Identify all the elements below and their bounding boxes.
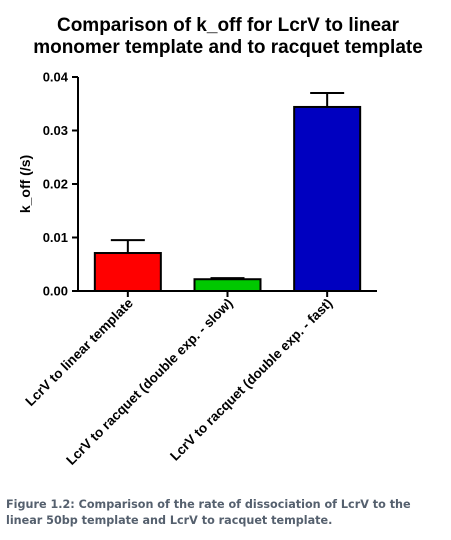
y-tick-label-0: 0.00	[43, 284, 68, 299]
chart-title-line-2: monomer template and to racquet template	[33, 37, 423, 58]
y-tick-label-4: 0.04	[43, 70, 69, 85]
plot-area: 0.00 0.01 0.02 0.03 0.04 LcrV to linear templ…	[22, 70, 377, 468]
chart-title-line-1: Comparison of k_off for LcrV to linear	[57, 15, 400, 36]
y-tick-label-1: 0.01	[43, 230, 68, 245]
y-tick-label-3: 0.03	[43, 123, 68, 138]
y-tick-label-2: 0.02	[43, 177, 68, 192]
bar-0	[93, 252, 162, 292]
category-label-1: LcrV to racquet (double exp. - slow)	[63, 296, 235, 468]
bar-2	[293, 105, 362, 292]
category-label-0: LcrV to linear template	[22, 295, 136, 409]
figure-caption: Figure 1.2: Comparison of the rate of di…	[6, 498, 411, 527]
bar-1	[193, 278, 262, 293]
category-label-2: LcrV to racquet (double exp. - fast)	[167, 296, 335, 464]
y-axis-label: k_off (/s)	[17, 155, 33, 213]
bar-chart: Comparison of k_off for LcrV to linear m…	[17, 15, 423, 468]
